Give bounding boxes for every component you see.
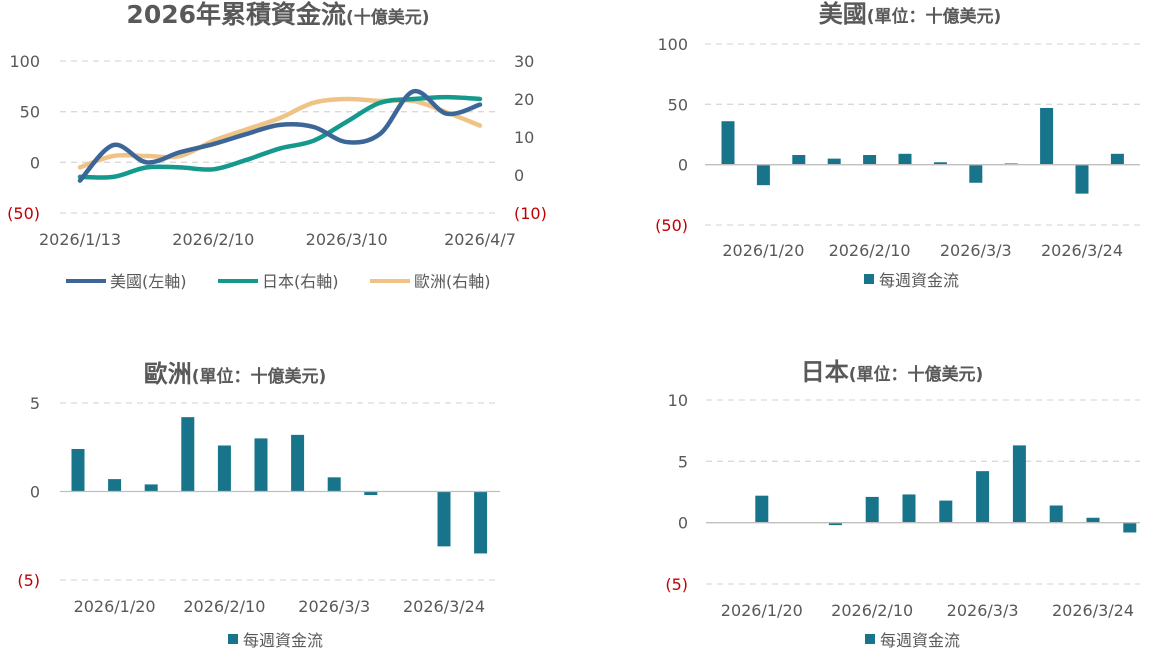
europe-weekly-flow-chart: 歐洲(單位：十億美元) 5 0 (5) 2026/1/20 2026/2/10 2026… xyxy=(17,360,500,650)
bar xyxy=(755,495,769,523)
legend: 每週資金流 xyxy=(228,631,323,650)
legend-label: 每週資金流 xyxy=(879,271,959,290)
bar xyxy=(865,496,879,523)
bar xyxy=(364,491,378,496)
y-left-tick-label: 50 xyxy=(20,103,40,122)
x-tick-label: 2026/1/20 xyxy=(721,601,803,620)
x-tick-label: 2026/3/10 xyxy=(306,230,388,249)
bar xyxy=(976,471,990,523)
bar xyxy=(217,445,231,492)
bar xyxy=(254,438,268,492)
x-tick-label: 2026/3/24 xyxy=(403,597,485,616)
bar xyxy=(1012,445,1026,523)
us-series-line xyxy=(77,89,483,183)
y-right-tick-label: (10) xyxy=(514,204,547,223)
bar xyxy=(1110,153,1124,165)
chart-title: 美國(單位：十億美元) xyxy=(819,0,1002,28)
x-tick-label: 2026/3/24 xyxy=(1041,241,1123,260)
legend-label: 每週資金流 xyxy=(880,631,960,650)
bar xyxy=(108,479,122,492)
bar xyxy=(969,164,983,183)
bar xyxy=(1123,522,1137,533)
japan-series-line xyxy=(77,94,483,180)
y-tick-label: 0 xyxy=(678,514,688,533)
bar xyxy=(933,162,947,165)
bar xyxy=(1040,107,1054,165)
legend-label-japan: 日本(右軸) xyxy=(262,272,339,291)
y-left-tick-label: 0 xyxy=(30,153,40,172)
legend-label: 每週資金流 xyxy=(243,631,323,650)
y-tick-label: (50) xyxy=(655,216,688,235)
bar xyxy=(1049,505,1063,523)
y-right-tick-label: 10 xyxy=(514,128,534,147)
legend: 每週資金流 xyxy=(864,271,959,290)
bar xyxy=(71,449,85,492)
japan-weekly-flow-chart: 日本(單位：十億美元) 10 5 0 (5) 2026/1/20 2026/2/10 20… xyxy=(665,358,1140,650)
x-tick-label: 2026/1/13 xyxy=(39,230,121,249)
y-tick-label: 100 xyxy=(657,35,688,54)
y-right-tick-label: 20 xyxy=(514,90,534,109)
x-tick-label: 2026/2/10 xyxy=(172,230,254,249)
bar xyxy=(327,477,341,492)
legend-swatch xyxy=(864,274,874,284)
bar xyxy=(902,494,916,523)
bar xyxy=(291,434,305,492)
legend-swatch xyxy=(228,634,238,644)
bar xyxy=(898,153,912,165)
y-tick-label: 5 xyxy=(30,394,40,413)
bar xyxy=(756,164,770,186)
bar xyxy=(863,155,877,165)
bar xyxy=(792,155,806,165)
legend-label-europe: 歐洲(右軸) xyxy=(414,272,491,291)
chart-title: 日本(單位：十億美元) xyxy=(801,358,984,386)
y-left-tick-label: (50) xyxy=(7,204,40,223)
bar xyxy=(828,522,842,526)
y-tick-label: 0 xyxy=(678,156,688,175)
chart-title: 2026年累積資金流(十億美元) xyxy=(126,0,429,29)
bar xyxy=(721,121,735,165)
x-tick-label: 2026/1/20 xyxy=(74,597,156,616)
bar xyxy=(437,491,451,547)
y-tick-label: 5 xyxy=(678,452,688,471)
y-tick-label: 0 xyxy=(30,483,40,502)
y-right-tick-label: 30 xyxy=(514,52,534,71)
us-weekly-flow-chart: 美國(單位：十億美元) 100 50 0 (50) 2026/1/20 2026/2/1… xyxy=(655,0,1140,290)
x-tick-label: 2026/3/24 xyxy=(1052,601,1134,620)
x-tick-label: 2026/3/3 xyxy=(947,601,1019,620)
bar xyxy=(827,158,841,165)
bar xyxy=(1086,517,1100,523)
y-tick-label: 10 xyxy=(668,391,688,410)
y-left-tick-label: 100 xyxy=(9,52,40,71)
x-tick-label: 2026/4/7 xyxy=(444,230,516,249)
x-tick-label: 2026/2/10 xyxy=(831,601,913,620)
bar xyxy=(939,500,953,523)
x-tick-label: 2026/2/10 xyxy=(829,241,911,260)
y-right-tick-label: 0 xyxy=(514,166,524,185)
x-tick-label: 2026/2/10 xyxy=(183,597,265,616)
x-tick-label: 2026/1/20 xyxy=(722,241,804,260)
legend-label-us: 美國(左軸) xyxy=(110,272,187,291)
chart-title: 歐洲(單位：十億美元) xyxy=(144,360,327,388)
y-tick-label: (5) xyxy=(17,571,40,590)
bar xyxy=(144,484,158,492)
y-tick-label: 50 xyxy=(668,95,688,114)
legend-swatch xyxy=(865,634,875,644)
legend: 美國(左軸) 日本(右軸) 歐洲(右軸) xyxy=(66,272,491,291)
x-tick-label: 2026/3/3 xyxy=(940,241,1012,260)
x-tick-label: 2026/3/3 xyxy=(298,597,370,616)
bar xyxy=(474,491,488,554)
bar xyxy=(181,417,195,492)
bar xyxy=(1075,164,1089,194)
y-tick-label: (5) xyxy=(665,575,688,594)
legend: 每週資金流 xyxy=(865,631,960,650)
